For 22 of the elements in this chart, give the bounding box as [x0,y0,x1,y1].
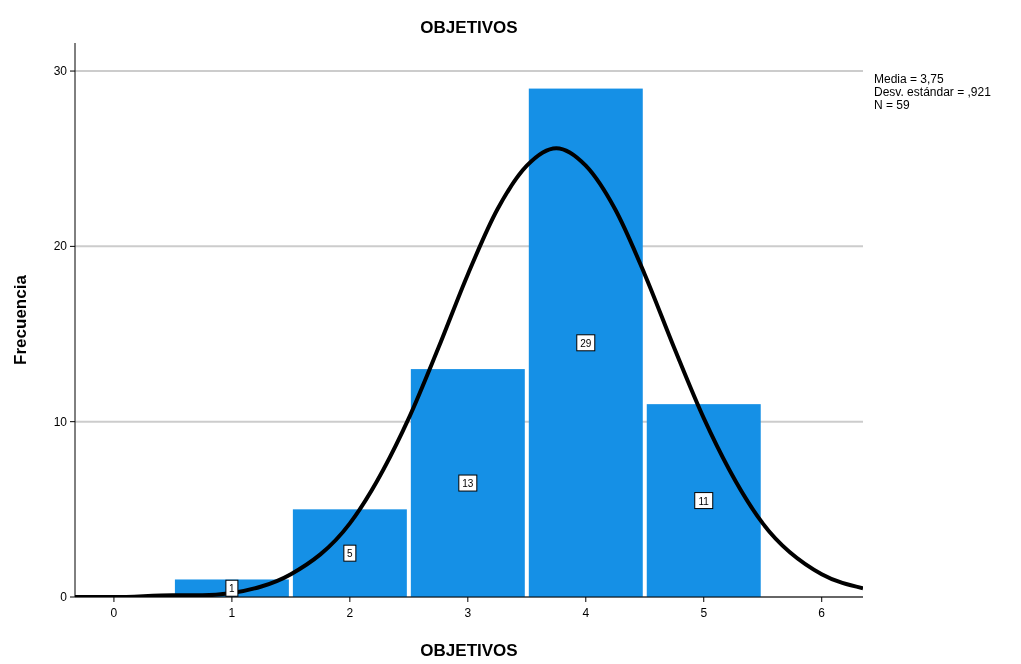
data-label: 13 [462,478,474,490]
data-label: 5 [347,548,354,560]
y-axis-title: Frecuencia [11,274,30,365]
x-axis-title: OBJETIVOS [420,641,518,660]
y-tick-label: 0 [60,590,68,604]
y-tick-label: 10 [53,414,68,429]
text: Desv. estándar = ,921 [874,85,992,99]
x-tick-label: 5 [700,606,708,620]
x-tick-label: 4 [582,606,590,620]
chart-title: OBJETIVOS [420,18,518,37]
x-tick-label: 0 [110,606,118,620]
y-tick-label: 30 [53,64,68,79]
x-tick-label: 6 [818,606,826,620]
data-label: 1 [229,583,236,595]
x-tick-label: 2 [346,606,354,620]
text: Media = 3,75 [874,72,945,86]
text: N = 59 [874,98,911,112]
y-tick-label: 20 [53,239,68,254]
data-label: 29 [580,337,592,349]
data-label: 11 [698,495,710,507]
x-tick-label: 3 [464,606,472,620]
x-tick-label: 1 [228,606,236,620]
